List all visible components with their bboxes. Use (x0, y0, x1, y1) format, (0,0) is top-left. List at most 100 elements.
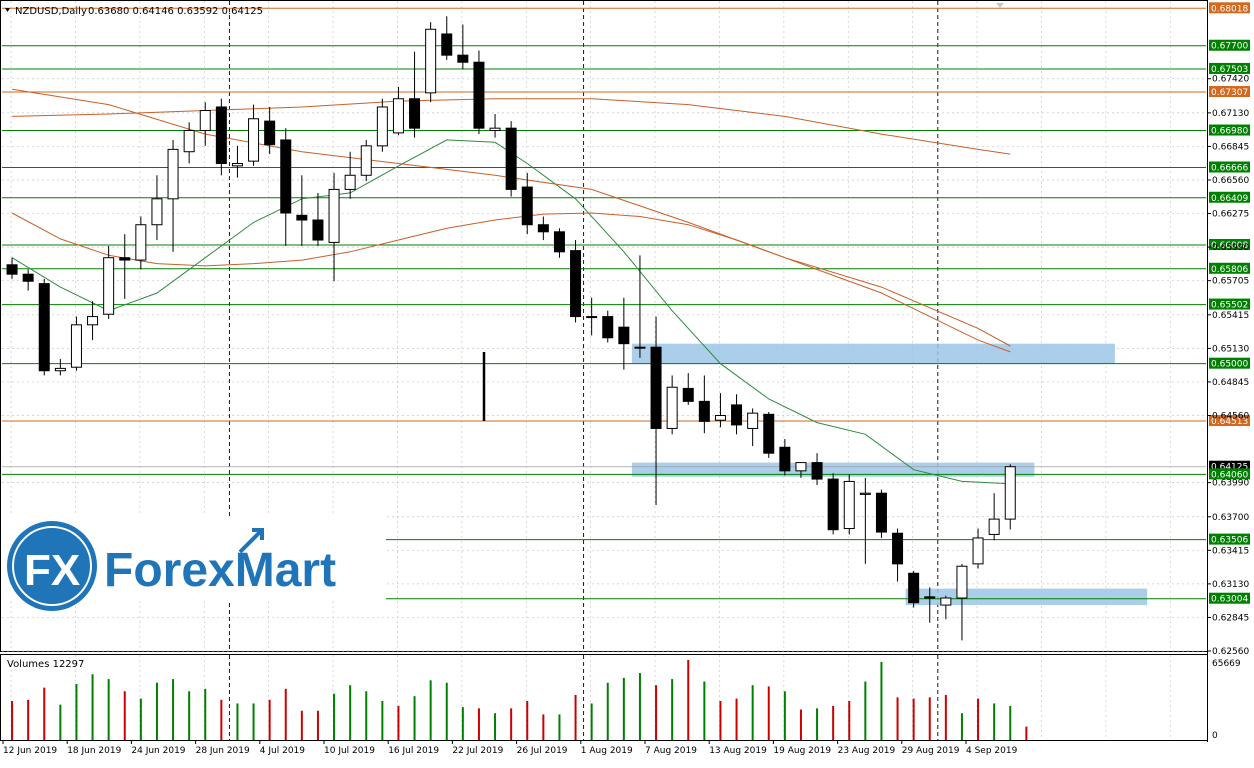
date-tick-label: 23 Aug 2019 (838, 746, 896, 756)
price-axis: 0.67420 0.67130 0.66845 0.66560 0.66275 0.659… (1207, 75, 1249, 657)
bullish-candle (666, 386, 678, 429)
bearish-candle (457, 54, 469, 63)
date-tick-label: 19 Aug 2019 (773, 746, 831, 756)
bearish-candle (473, 61, 485, 129)
volume-zero-label: 0 (1212, 731, 1218, 741)
bullish-candle (489, 127, 501, 132)
fx-logo-text: FX (24, 546, 80, 595)
bearish-candle (409, 98, 421, 129)
level-label: 0.66980 (1211, 127, 1248, 137)
moving-average-line (11, 212, 1011, 353)
level-label: 0.65502 (1211, 301, 1248, 311)
level-label: 0.68018 (1211, 4, 1248, 14)
level-label-box (1209, 415, 1250, 427)
volume-label: Volumes 12297 (7, 659, 84, 670)
price-tick-label: 0.67130 (1212, 109, 1249, 119)
bearish-candle (875, 492, 887, 533)
bearish-candle (779, 446, 791, 472)
level-label-box (1209, 592, 1250, 604)
level-label-box (1209, 460, 1250, 472)
price-tick-label: 0.62560 (1212, 647, 1249, 657)
blue-zone (631, 343, 1115, 364)
level-label: 0.65806 (1211, 265, 1248, 275)
bearish-candle (38, 283, 50, 372)
level-label: 0.64513 (1211, 417, 1248, 427)
date-tick-label: 18 Jun 2019 (67, 746, 121, 756)
bullish-candle (54, 367, 66, 372)
bearish-candle (505, 127, 517, 190)
bullish-candle (956, 565, 968, 599)
level-label-box (1209, 468, 1250, 480)
ohlc-values: 0.63680 0.64146 0.63592 0.64125 (88, 6, 263, 17)
date-tick-label: 7 Aug 2019 (645, 746, 697, 756)
bullish-candle (248, 118, 260, 162)
dropdown-triangle-icon[interactable] (5, 8, 10, 12)
price-tick-label: 0.65415 (1212, 311, 1249, 321)
level-label-box (1209, 2, 1250, 14)
support-resistance-zones (631, 343, 1148, 606)
candles (6, 16, 1016, 641)
level-label: 0.67307 (1211, 88, 1248, 98)
forexmart-brand-text: ForexMart (104, 544, 336, 597)
bullish-candle (972, 537, 984, 565)
date-axis: 12 Jun 2019 18 Jun 2019 24 Jun 2019 28 Jun … (2, 740, 1018, 756)
bullish-candle (843, 480, 855, 530)
date-tick-label: 28 Jun 2019 (196, 746, 250, 756)
bearish-candle (602, 316, 614, 339)
level-label: 0.64125 (1211, 463, 1248, 473)
bullish-candle (795, 462, 807, 472)
bearish-candle (570, 250, 582, 318)
date-tick-label: 1 Aug 2019 (581, 746, 633, 756)
date-tick-label: 29 Aug 2019 (902, 746, 960, 756)
date-tick-label: 24 Jun 2019 (131, 746, 185, 756)
date-tick-label: 26 Jul 2019 (517, 746, 568, 756)
bullish-candle (328, 188, 340, 243)
symbol-title: NZDUSD,Daily (15, 6, 87, 17)
price-tick-label: 0.63700 (1212, 513, 1249, 523)
bullish-candle (425, 28, 437, 94)
bullish-candle (70, 324, 82, 368)
level-label-box (1209, 238, 1250, 250)
scroll-marker-icon[interactable] (996, 3, 1004, 8)
bearish-candle (618, 326, 630, 345)
level-label-box (1209, 62, 1250, 74)
bearish-candle (731, 404, 743, 426)
horizontal-levels: 0.68018 0.67700 0.67503 0.67307 0.66980 0.666… (2, 2, 1250, 605)
bearish-candle (264, 120, 276, 146)
level-label-box (1209, 262, 1250, 274)
level-label-box (1209, 298, 1250, 310)
bullish-candle (151, 198, 163, 226)
date-tick-label: 10 Jul 2019 (324, 746, 375, 756)
price-tick-label: 0.65990 (1212, 243, 1249, 253)
price-tick-label: 0.64560 (1212, 411, 1249, 421)
date-tick-label: 12 Jun 2019 (3, 746, 57, 756)
price-tick-label: 0.66845 (1212, 142, 1249, 152)
price-tick-label: 0.66560 (1212, 176, 1249, 186)
price-tick-label: 0.67420 (1212, 75, 1249, 85)
bearish-candle (892, 532, 904, 565)
level-label: 0.65000 (1211, 360, 1248, 370)
level-label: 0.63004 (1211, 595, 1248, 605)
date-tick-label: 13 Aug 2019 (709, 746, 767, 756)
level-label-box (1209, 161, 1250, 173)
level-label-box (1209, 357, 1250, 369)
bearish-candle (908, 572, 920, 604)
bullish-candle (344, 174, 356, 190)
level-label-box (1209, 533, 1250, 545)
date-tick-label: 16 Jul 2019 (388, 746, 439, 756)
forexmart-watermark: FX ForexMart (2, 516, 386, 611)
bullish-candle (167, 148, 179, 200)
level-label: 0.64060 (1211, 470, 1248, 480)
bearish-candle (650, 346, 662, 429)
bearish-candle (811, 462, 823, 480)
bullish-candle (103, 257, 115, 315)
level-label-box (1209, 39, 1250, 51)
fx-logo-ring-icon (12, 526, 92, 606)
level-label-box (1209, 86, 1250, 98)
level-label-box (1209, 191, 1250, 203)
price-tick-label: 0.63415 (1212, 546, 1249, 556)
bearish-candle (312, 219, 324, 241)
bearish-candle (827, 478, 839, 531)
